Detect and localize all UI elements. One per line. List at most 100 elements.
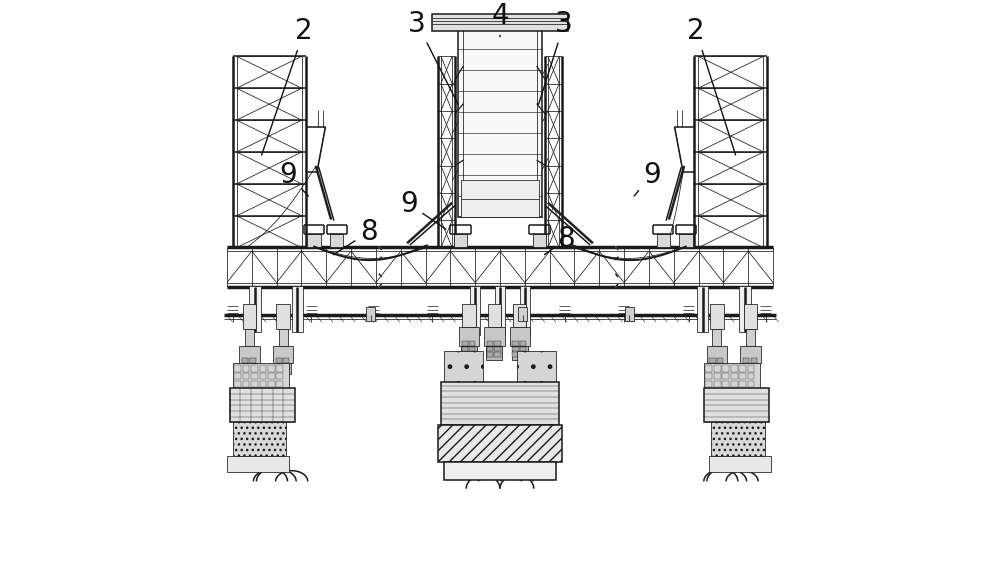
Bar bbox=[242, 369, 248, 374]
Bar bbox=[438, 425, 562, 462]
Bar bbox=[268, 381, 275, 387]
Bar bbox=[239, 346, 260, 363]
Bar bbox=[748, 365, 754, 372]
Bar bbox=[520, 352, 526, 357]
Bar bbox=[512, 347, 519, 351]
Text: 3: 3 bbox=[539, 10, 573, 104]
Bar bbox=[705, 381, 712, 387]
Bar bbox=[462, 341, 468, 346]
Text: 3: 3 bbox=[408, 10, 458, 105]
Bar bbox=[533, 234, 546, 247]
Bar bbox=[709, 364, 716, 368]
Text: 8: 8 bbox=[545, 225, 575, 254]
Bar bbox=[712, 329, 721, 346]
Bar bbox=[234, 381, 241, 387]
Bar bbox=[704, 363, 760, 388]
Bar bbox=[517, 351, 556, 382]
Bar bbox=[458, 28, 542, 217]
Bar bbox=[292, 286, 303, 332]
Bar bbox=[268, 365, 275, 372]
Bar bbox=[748, 373, 754, 379]
Bar bbox=[512, 352, 519, 357]
Bar bbox=[495, 286, 505, 335]
Bar bbox=[704, 388, 769, 422]
Bar bbox=[717, 369, 723, 374]
Bar bbox=[697, 286, 708, 332]
Bar bbox=[276, 381, 283, 387]
Bar bbox=[230, 388, 295, 422]
Bar bbox=[746, 329, 755, 346]
Bar bbox=[243, 381, 249, 387]
Bar bbox=[709, 369, 716, 374]
Bar bbox=[454, 234, 467, 247]
Text: 9: 9 bbox=[634, 160, 661, 196]
Bar bbox=[739, 365, 746, 372]
Bar bbox=[722, 373, 729, 379]
Bar bbox=[307, 234, 321, 247]
Bar bbox=[461, 346, 477, 360]
Text: 9: 9 bbox=[400, 190, 446, 229]
Bar bbox=[276, 304, 290, 329]
Bar bbox=[276, 358, 282, 363]
Bar bbox=[432, 14, 568, 31]
Bar bbox=[679, 234, 693, 247]
Bar bbox=[512, 346, 528, 360]
Bar bbox=[469, 347, 475, 351]
Bar bbox=[243, 304, 256, 329]
Bar bbox=[242, 363, 257, 374]
Bar bbox=[512, 341, 519, 346]
Bar bbox=[366, 307, 375, 321]
Bar bbox=[276, 373, 283, 379]
Bar bbox=[731, 381, 738, 387]
Bar bbox=[487, 347, 493, 351]
Bar bbox=[279, 329, 288, 346]
Bar bbox=[242, 358, 248, 363]
Bar bbox=[251, 381, 258, 387]
Bar bbox=[260, 365, 266, 372]
Bar bbox=[462, 352, 468, 357]
Bar bbox=[459, 327, 479, 346]
Bar bbox=[722, 381, 729, 387]
Bar bbox=[714, 365, 721, 372]
Bar bbox=[487, 352, 493, 357]
Bar bbox=[260, 373, 266, 379]
Bar bbox=[233, 422, 286, 456]
Bar bbox=[283, 369, 289, 374]
Text: 9: 9 bbox=[279, 160, 308, 196]
Bar bbox=[243, 373, 249, 379]
Bar bbox=[462, 347, 468, 351]
Bar bbox=[330, 234, 343, 247]
Bar bbox=[273, 346, 293, 363]
Bar bbox=[731, 365, 738, 372]
Bar bbox=[249, 369, 256, 374]
Bar bbox=[234, 365, 241, 372]
Bar bbox=[488, 304, 501, 327]
Bar bbox=[494, 347, 501, 351]
Bar bbox=[743, 364, 749, 368]
Bar bbox=[705, 373, 712, 379]
Bar bbox=[243, 365, 249, 372]
Bar bbox=[751, 369, 757, 374]
Bar bbox=[233, 363, 289, 388]
Bar bbox=[494, 341, 501, 346]
Bar bbox=[717, 364, 723, 368]
Bar bbox=[717, 358, 723, 363]
Bar bbox=[487, 341, 493, 346]
Bar bbox=[743, 358, 749, 363]
Bar bbox=[739, 286, 751, 332]
Bar bbox=[268, 373, 275, 379]
Bar bbox=[711, 422, 765, 456]
Bar bbox=[276, 364, 282, 368]
Bar bbox=[469, 352, 475, 357]
Bar bbox=[249, 358, 256, 363]
Bar bbox=[740, 346, 761, 363]
Bar bbox=[234, 373, 241, 379]
Bar bbox=[510, 327, 530, 346]
Text: 8: 8 bbox=[333, 218, 378, 254]
Bar bbox=[251, 373, 258, 379]
Bar bbox=[260, 381, 266, 387]
Text: 2: 2 bbox=[687, 17, 736, 155]
Bar bbox=[462, 304, 476, 327]
Bar bbox=[710, 304, 724, 329]
Bar bbox=[486, 346, 502, 360]
